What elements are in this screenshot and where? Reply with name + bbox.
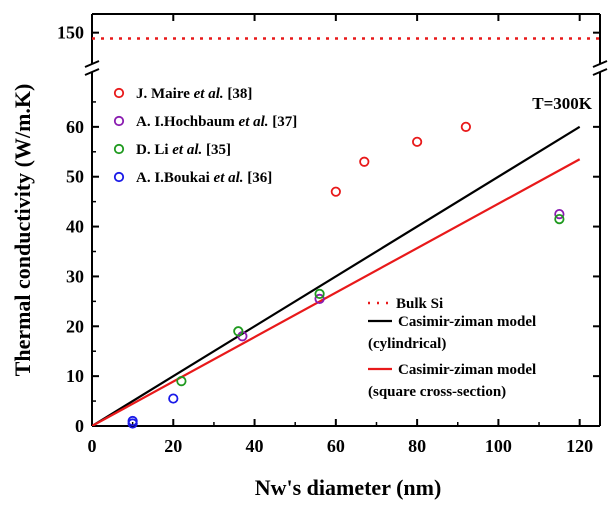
y-tick-label: 50 [66, 167, 84, 187]
data-point [330, 186, 341, 197]
x-tick-label: 0 [88, 436, 97, 456]
y-tick-label: 20 [66, 316, 84, 336]
legend-label: (square cross-section) [368, 384, 506, 400]
x-tick-label: 100 [485, 436, 512, 456]
data-point [233, 326, 244, 337]
data-point [554, 209, 565, 220]
data-point [314, 293, 325, 304]
temperature-annotation: T=300K [532, 94, 593, 113]
y-axis-title: Thermal conductivity (W/m.K) [10, 84, 35, 377]
x-tick-label: 60 [327, 436, 345, 456]
legend-label: Bulk Si [396, 296, 443, 312]
y-tick-label: 0 [75, 416, 84, 436]
legend-marker [113, 171, 125, 183]
legend-label: J. Maire et al. [38] [136, 86, 252, 102]
data-point [412, 136, 423, 147]
data-point [554, 213, 565, 225]
data-point [168, 393, 179, 404]
casimir-cylindrical-line [92, 125, 581, 426]
right-axis-break-mark [592, 68, 608, 76]
y-axis-break-mark [84, 68, 100, 76]
legend-label: A. I.Hochbaum et al. [37] [136, 114, 297, 130]
legend-label: D. Li et al. [35] [136, 142, 231, 158]
legend-label: Casimir-ziman model [398, 362, 536, 378]
casimir-square-line [92, 158, 581, 426]
legend-marker [113, 87, 125, 99]
y-tick-label: 40 [66, 217, 84, 237]
x-tick-label: 20 [164, 436, 182, 456]
legend-marker [113, 115, 125, 127]
x-tick-label: 80 [408, 436, 426, 456]
legend-label: A. I.Boukai et al. [36] [136, 170, 272, 186]
legend-label: Casimir-ziman model [398, 314, 536, 330]
legend-label: (cylindrical) [368, 336, 446, 352]
y-tick-label: 150 [57, 23, 84, 43]
y-tick-label: 10 [66, 366, 84, 386]
x-axis-title: Nw's diameter (nm) [255, 475, 442, 500]
data-point [176, 376, 187, 387]
y-tick-label: 60 [66, 117, 84, 137]
data-point [127, 415, 138, 427]
data-point [314, 288, 325, 299]
y-tick-label: 30 [66, 266, 84, 286]
right-axis-break-mark [592, 60, 608, 68]
x-tick-label: 120 [566, 436, 593, 456]
y-axis-break-mark [84, 60, 100, 68]
data-point [460, 121, 471, 132]
x-tick-label: 40 [246, 436, 264, 456]
legend-marker [113, 143, 125, 155]
data-point [359, 156, 370, 167]
